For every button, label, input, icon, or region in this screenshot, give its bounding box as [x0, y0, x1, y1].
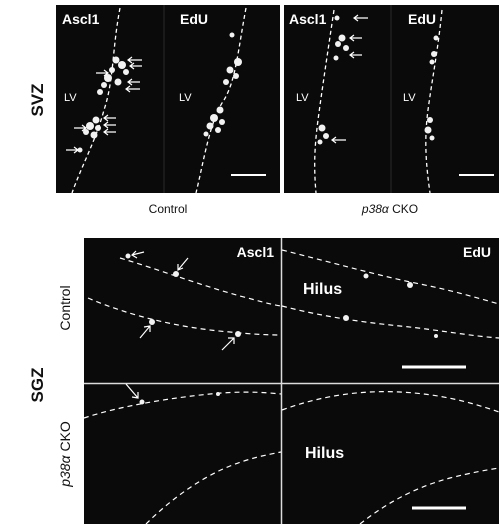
- svz-ko-caption: p38α CKO: [361, 202, 418, 216]
- svz-ko-suffix: CKO: [389, 202, 418, 216]
- svz-ko-ascl1-boundary: [314, 9, 335, 194]
- svz-ko-edu-label: EdU: [408, 11, 436, 27]
- sgz-control-edu-label: EdU: [463, 244, 491, 260]
- sgz-control-hilus-label: Hilus: [303, 281, 342, 298]
- sgz-ko-row-suffix: CKO: [57, 421, 73, 455]
- svz-control-ascl1-boundary: [71, 7, 121, 194]
- sgz-control-ascl1-panel: [84, 238, 281, 383]
- sgz-ko-ascl1-boundary-lower: [145, 451, 282, 524]
- sgz-control-row-label: Control: [57, 285, 73, 330]
- sgz-control-ascl1-label: Ascl1: [237, 244, 275, 260]
- svz-ko-group: Ascl1 EdU LV LV: [284, 5, 499, 194]
- sgz-ko-row: Hilus: [83, 382, 499, 524]
- sgz-row-label: SGZ: [28, 368, 47, 403]
- svz-ko-edu-boundary: [425, 9, 443, 194]
- svz-control-edu-lv: LV: [179, 92, 192, 104]
- svz-ko-ascl1-panel: [284, 5, 391, 193]
- svz-control-edu-label: EdU: [180, 11, 208, 27]
- svz-control-ascl1-label: Ascl1: [62, 11, 100, 27]
- sgz-control-ascl1-boundary-lower: [87, 297, 282, 336]
- sgz-ko-row-gene: p38α: [57, 454, 73, 487]
- sgz-control-edu-boundary-upper: [281, 249, 499, 305]
- svz-control-edu-panel: [164, 5, 280, 193]
- sgz-control-edu-panel: [282, 238, 499, 383]
- svz-ko-ascl1-lv: LV: [296, 92, 309, 104]
- svz-ko-gene: p38α: [361, 202, 390, 216]
- svz-ko-ascl1-label: Ascl1: [289, 11, 327, 27]
- svz-ko-edu-panel: [391, 5, 499, 193]
- sgz-ko-hilus-label: Hilus: [305, 445, 344, 462]
- svz-control-ascl1-lv: LV: [64, 92, 77, 104]
- sgz-ko-edu-panel: [282, 384, 499, 524]
- sgz-control-edu-boundary-lower: [281, 305, 499, 339]
- sgz-ko-edu-boundary-lower: [359, 467, 499, 524]
- sgz-control-ascl1-boundary-upper: [119, 257, 282, 307]
- svz-ko-edu-lv: LV: [403, 92, 416, 104]
- svz-row-label: SVZ: [28, 83, 47, 116]
- sgz-ko-edu-boundary-upper: [281, 391, 499, 413]
- sgz-control-row: Ascl1 EdU Hilus: [84, 238, 499, 383]
- svz-control-edu-boundary: [195, 7, 247, 194]
- svz-control-group: Ascl1 EdU LV LV: [56, 5, 280, 194]
- sgz-ko-row-label: p38α CKO: [57, 421, 73, 488]
- svz-control-caption: Control: [149, 202, 188, 216]
- svz-control-ascl1-panel: [56, 5, 164, 193]
- sgz-ko-ascl1-panel: [84, 384, 281, 524]
